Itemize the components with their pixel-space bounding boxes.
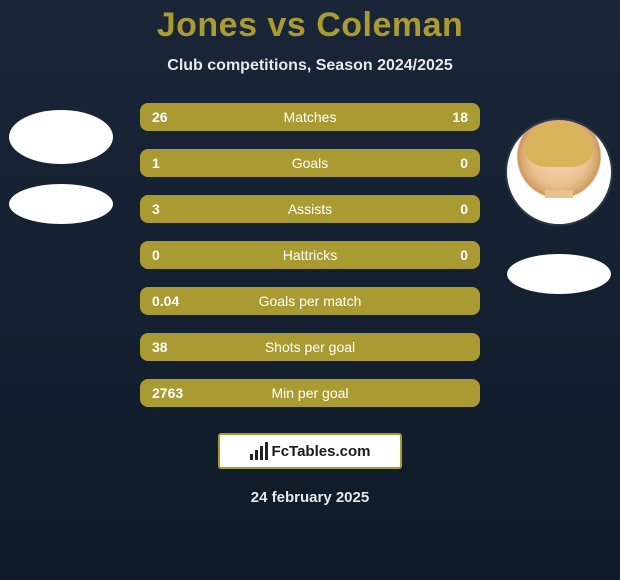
stat-left-value: 1 — [140, 155, 210, 171]
stat-label: Hattricks — [210, 247, 410, 263]
stat-left-value: 26 — [140, 109, 210, 125]
stat-left-value: 0 — [140, 247, 210, 263]
stat-row: 0.04Goals per match — [140, 287, 480, 315]
page-title: Jones vs Coleman — [157, 6, 464, 45]
stat-left-value: 2763 — [140, 385, 210, 401]
stat-row: 2763Min per goal — [140, 379, 480, 407]
player-right-club-badge-placeholder — [507, 254, 611, 294]
stat-left-value: 3 — [140, 201, 210, 217]
stat-right-value: 0 — [410, 201, 480, 217]
stat-label: Min per goal — [210, 385, 410, 401]
player-left-avatar-placeholder — [9, 110, 113, 164]
footer-date: 24 february 2025 — [251, 489, 369, 506]
stats-panel: 26Matches181Goals03Assists00Hattricks00.… — [140, 103, 480, 407]
stat-row: 3Assists0 — [140, 195, 480, 223]
stat-label: Assists — [210, 201, 410, 217]
player-right — [504, 120, 614, 294]
site-logo-text: FcTables.com — [272, 443, 371, 460]
stat-left-value: 0.04 — [140, 293, 210, 309]
player-right-photo — [507, 120, 611, 224]
stat-label: Goals — [210, 155, 410, 171]
stat-right-value: 18 — [410, 109, 480, 125]
stat-label: Goals per match — [210, 293, 410, 309]
stat-row: 38Shots per goal — [140, 333, 480, 361]
stat-label: Matches — [210, 109, 410, 125]
player-right-avatar — [507, 120, 611, 224]
player-left — [6, 110, 116, 224]
subtitle: Club competitions, Season 2024/2025 — [167, 57, 452, 75]
site-logo: FcTables.com — [218, 433, 402, 469]
stat-right-value: 0 — [410, 247, 480, 263]
stat-row: 0Hattricks0 — [140, 241, 480, 269]
stat-left-value: 38 — [140, 339, 210, 355]
bar-chart-icon — [250, 442, 268, 460]
infographic: Jones vs Coleman Club competitions, Seas… — [0, 0, 620, 580]
stat-right-value: 0 — [410, 155, 480, 171]
stat-row: 1Goals0 — [140, 149, 480, 177]
stat-label: Shots per goal — [210, 339, 410, 355]
player-left-club-badge-placeholder — [9, 184, 113, 224]
stat-row: 26Matches18 — [140, 103, 480, 131]
